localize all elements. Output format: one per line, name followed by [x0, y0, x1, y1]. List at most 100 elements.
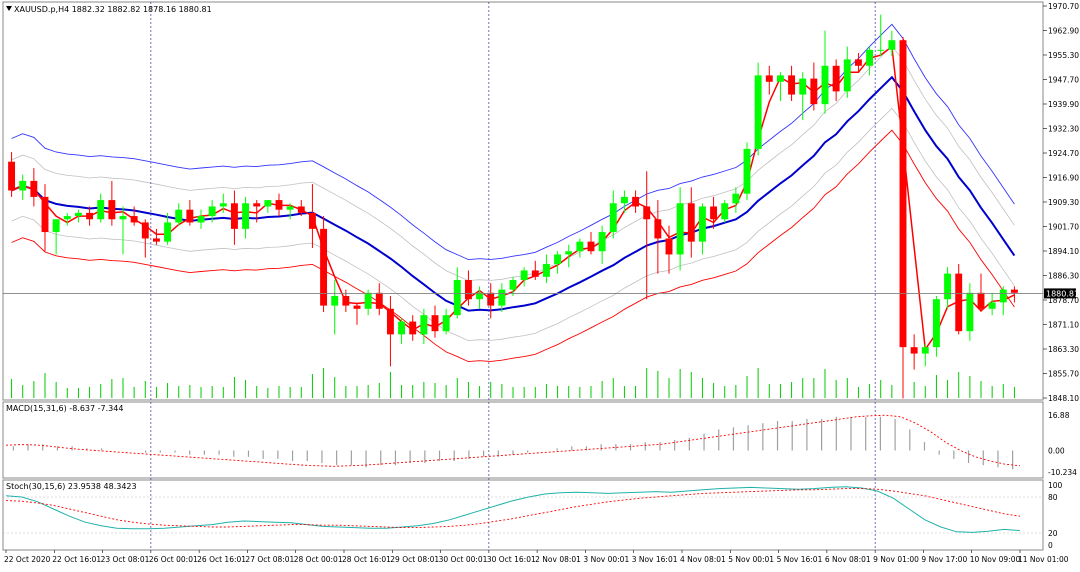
- main-panel-border: [2, 1, 1044, 401]
- bull-candle: [698, 206, 706, 242]
- macd-label: MACD(15,31,6) -8.637 -7.344: [6, 404, 123, 413]
- bull-candle: [453, 280, 461, 316]
- bull-candle: [944, 273, 952, 300]
- bull-candle: [776, 75, 784, 82]
- bull-candle: [576, 241, 584, 252]
- envelope-mid-upper-line: [11, 45, 1015, 282]
- time-tick-label: 5 Nov 16:01: [777, 555, 823, 564]
- stoch-main-line: [5, 486, 1021, 533]
- bull-candle: [74, 212, 82, 217]
- bull-candle: [331, 296, 339, 306]
- bear-candle: [375, 292, 383, 309]
- stoch-tick-label: 100: [1048, 481, 1063, 490]
- chart-menu-triangle-icon[interactable]: [6, 6, 12, 11]
- bear-candle: [810, 78, 818, 105]
- bear-candle: [86, 212, 94, 220]
- time-tick-label: 27 Oct 08:01: [245, 555, 294, 564]
- bull-candle: [264, 200, 272, 207]
- bull-candle: [932, 299, 940, 348]
- time-tick-label: 26 Oct 16:01: [197, 555, 246, 564]
- time-tick-label: 30 Oct 00:01: [439, 555, 488, 564]
- bear-candle: [386, 308, 394, 335]
- stochastic-panel: 100 80 20 0: [3, 481, 1063, 550]
- bear-candle: [342, 296, 350, 306]
- bear-candle: [253, 203, 261, 207]
- bear-candle: [710, 206, 718, 220]
- bear-candle: [899, 40, 907, 348]
- time-tick-label: 6 Nov 08:01: [825, 555, 871, 564]
- current-price-badge: [1044, 288, 1076, 299]
- time-axis: 22 Oct 2020 22 Oct 16:01 23 Oct 08:01 26 Oc…: [4, 550, 1069, 564]
- bear-candle: [130, 216, 138, 223]
- time-tick-label: 4 Nov 08:01: [680, 555, 726, 564]
- bull-candle: [19, 180, 27, 191]
- fast-moving-average-line: [11, 45, 1015, 352]
- time-tick-label: 28 Oct 16:01: [342, 555, 391, 564]
- bull-candle: [219, 203, 227, 207]
- bear-candle: [654, 219, 662, 239]
- bull-candle: [799, 78, 807, 95]
- bull-candle: [877, 49, 885, 51]
- envelope-lower-line: [11, 129, 1015, 363]
- volume-bars: [11, 368, 1015, 398]
- price-tick-label: 1901.70: [1048, 223, 1079, 232]
- price-tick-label: 1871.10: [1048, 321, 1079, 330]
- bull-candle: [364, 292, 372, 309]
- bull-candle: [175, 209, 183, 223]
- bear-candle: [30, 180, 38, 197]
- price-tick-label: 1939.90: [1048, 100, 1079, 109]
- bear-candle: [108, 200, 116, 220]
- price-tick-label: 1924.70: [1048, 149, 1079, 158]
- candlestick-series: [8, 14, 1018, 399]
- price-tick-label: 1848.10: [1048, 394, 1079, 403]
- bull-candle: [988, 302, 996, 309]
- bear-candle: [487, 292, 495, 306]
- bull-candle: [520, 270, 528, 281]
- bear-candle: [230, 203, 238, 229]
- bear-candle: [910, 347, 918, 354]
- time-tick-label: 3 Nov 16:01: [632, 555, 678, 564]
- bear-candle: [41, 196, 49, 233]
- bull-candle: [866, 49, 874, 66]
- stoch-signal-line: [5, 488, 1021, 529]
- bull-candle: [999, 289, 1007, 303]
- bear-candle: [687, 203, 695, 242]
- vertical-separators: [150, 2, 876, 550]
- bull-candle: [97, 200, 105, 220]
- bull-candle: [598, 232, 606, 252]
- bear-candle: [152, 238, 160, 242]
- bull-candle: [164, 222, 172, 242]
- current-price-value: 1880.81: [1046, 289, 1079, 298]
- bull-candle: [286, 206, 294, 210]
- price-tick-label: 1970.70: [1048, 2, 1079, 11]
- bull-candle: [821, 65, 829, 105]
- bull-candle: [420, 315, 428, 335]
- price-tick-label: 1894.10: [1048, 247, 1079, 256]
- bear-candle: [832, 65, 840, 92]
- bear-candle: [353, 305, 361, 309]
- bull-candle: [921, 347, 929, 354]
- bull-candle: [743, 148, 751, 194]
- bull-candle: [754, 75, 762, 149]
- bear-candle: [464, 280, 472, 300]
- bull-candle: [197, 216, 205, 223]
- bear-candle: [320, 228, 328, 306]
- bear-candle: [1010, 289, 1018, 293]
- time-tick-label: 10 Nov 09:00: [970, 555, 1021, 564]
- bear-candle: [531, 270, 539, 277]
- bull-candle: [565, 251, 573, 255]
- bear-candle: [275, 200, 283, 210]
- bear-candle: [643, 206, 651, 220]
- bull-candle: [442, 315, 450, 332]
- time-tick-label: 5 Nov 00:01: [728, 555, 774, 564]
- time-tick-label: 9 Nov 01:00: [873, 555, 919, 564]
- bear-candle: [8, 161, 16, 191]
- bear-candle: [854, 59, 862, 66]
- time-tick-label: 9 Nov 17:00: [921, 555, 967, 564]
- bear-candle: [765, 75, 773, 82]
- moving-average-line: [11, 75, 1016, 312]
- price-tick-label: 1932.30: [1048, 125, 1079, 134]
- bull-candle: [398, 321, 406, 335]
